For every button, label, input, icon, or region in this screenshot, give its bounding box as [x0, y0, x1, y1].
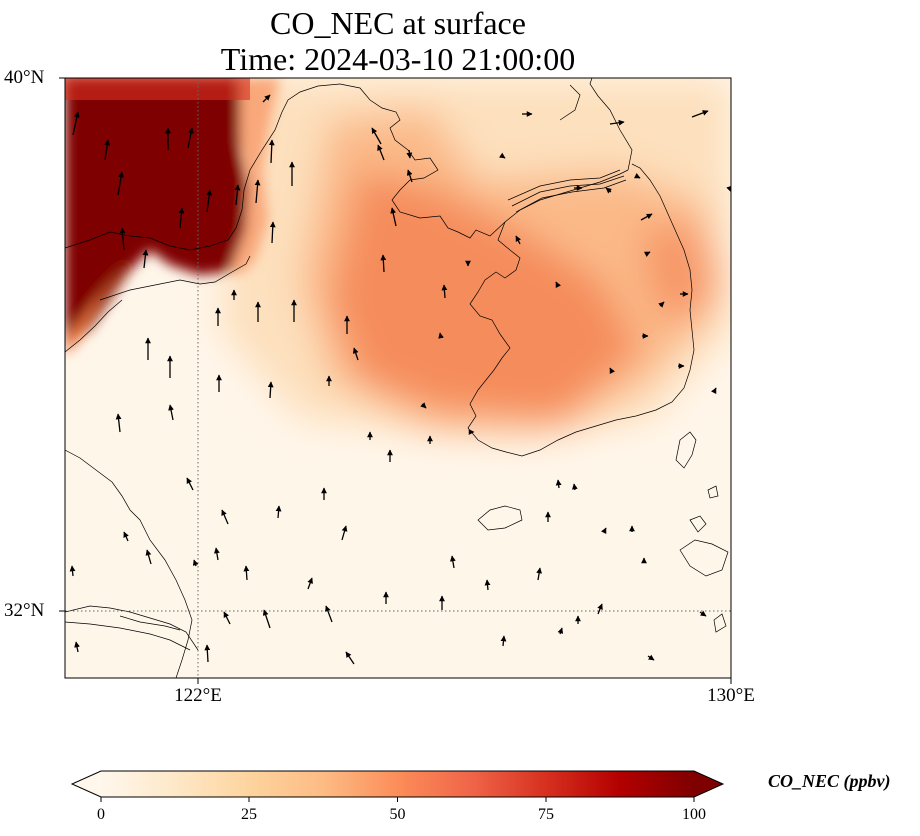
lat-label-32: 32°N [4, 600, 45, 621]
wind-arrow [609, 119, 625, 126]
wind-arrow [204, 644, 211, 663]
wind-arrow [186, 477, 194, 491]
wind-arrow [115, 413, 122, 433]
wind-arrow [243, 565, 250, 581]
wind-arrow [325, 605, 333, 623]
wind-arrow [119, 227, 126, 251]
wind-arrow [555, 281, 561, 289]
wind-arrow [647, 654, 655, 661]
wind-arrow [307, 577, 313, 590]
wind-arrow [269, 221, 276, 244]
wind-arrow [557, 627, 564, 635]
wind-arrow [536, 567, 543, 581]
wind-arrow [371, 127, 382, 145]
colorbar-tick-label-75: 75 [538, 806, 554, 823]
title-line-2: Time: 2024-03-10 21:00:00 [220, 41, 576, 77]
axis-ticks [59, 77, 732, 684]
wind-arrow [500, 635, 507, 647]
map-frame [64, 77, 732, 679]
wind-arrow [711, 387, 717, 395]
lon-label-122: 122°E [174, 685, 222, 706]
wind-arrow [406, 149, 413, 159]
wind-arrow [377, 144, 385, 161]
wind-arrow [609, 367, 615, 375]
lon-label-130: 130°E [707, 685, 755, 706]
wind-arrow [601, 527, 607, 535]
wind-arrow [206, 189, 213, 213]
wind-arrow [691, 110, 709, 118]
wind-arrow [275, 505, 282, 519]
colorbar [70, 770, 725, 802]
colorbar-extend-low [72, 771, 101, 797]
colorbar-tick-label-100: 100 [682, 806, 706, 823]
wind-arrow [74, 641, 80, 653]
lat-label-40: 40°N [4, 67, 45, 88]
wind-arrow [420, 402, 427, 409]
wind-arrow [178, 207, 185, 229]
wind-arrow [341, 525, 348, 541]
wind-arrow [441, 284, 448, 299]
wind-arrow [262, 94, 271, 103]
wind-arrow [658, 301, 665, 308]
colorbar-gradient [101, 771, 694, 797]
wind-arrow [640, 213, 653, 221]
wind-arrow [267, 381, 274, 399]
wind-arrow [438, 332, 444, 339]
wind-arrow [597, 603, 603, 615]
wind-arrow [268, 139, 275, 164]
coastlines [65, 78, 729, 678]
wind-arrow [555, 479, 562, 489]
wind-arrow [104, 139, 111, 161]
wind-arrow [262, 609, 271, 629]
wind-arrow [406, 169, 413, 183]
wind-arrow [345, 651, 355, 665]
wind-arrow [390, 207, 397, 227]
colorbar-label: CO_NEC (ppbv) [768, 771, 891, 791]
wind-arrow [449, 555, 456, 569]
colorbar-tick-label-25: 25 [241, 806, 257, 823]
wind-arrow [726, 185, 731, 192]
field-gradient-layer [220, 78, 731, 440]
wind-arrow [352, 347, 359, 361]
wind-arrow [643, 251, 651, 257]
wind-arrow [234, 184, 241, 206]
wind-arrow [484, 579, 491, 591]
wind-arrow [254, 179, 261, 204]
wind-arrow [515, 235, 521, 245]
wind-arrow [605, 187, 612, 194]
wind-arrow [187, 127, 194, 149]
wind-arrow [699, 610, 707, 617]
wind-arrow [117, 171, 124, 196]
wind-arrow [192, 559, 199, 567]
wind-arrow [380, 254, 387, 273]
colorbar-tick-label-50: 50 [389, 806, 406, 823]
high-concentration-layer [65, 78, 280, 355]
colorbar-ticks [100, 797, 695, 802]
colorbar-extend-high [694, 771, 723, 797]
wind-arrow [72, 111, 80, 136]
wind-arrow [221, 509, 229, 525]
wind-arrow [142, 249, 149, 269]
wind-arrow [633, 173, 641, 179]
wind-vectors [69, 94, 731, 665]
wind-arrow [213, 547, 220, 561]
map-field [65, 78, 731, 678]
wind-arrow [123, 531, 129, 542]
wind-arrow [69, 565, 76, 577]
gridlines [65, 78, 731, 678]
wind-arrow [145, 549, 152, 565]
title-line-1: CO_NEC at surface [270, 5, 526, 41]
wind-arrow [498, 152, 506, 159]
wind-arrow [168, 404, 174, 421]
wind-arrow [223, 611, 231, 625]
colorbar-tick-label-0: 0 [97, 806, 105, 823]
wind-arrow [571, 483, 578, 491]
